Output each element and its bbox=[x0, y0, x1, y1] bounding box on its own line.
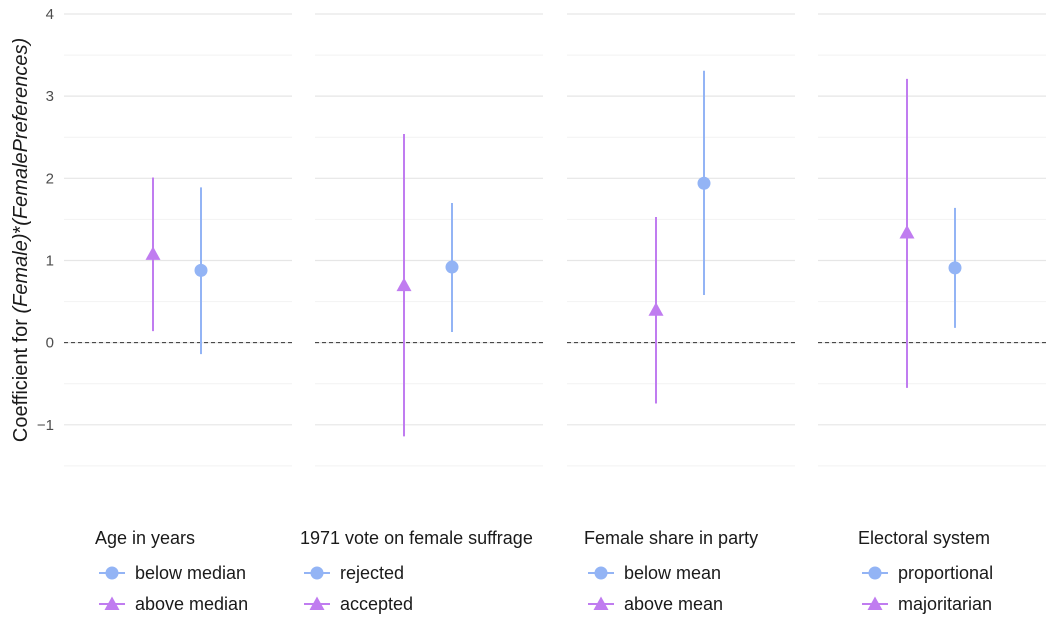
legend-key-triangle bbox=[104, 596, 120, 610]
y-axis: −1 0 1 2 3 4 bbox=[37, 6, 54, 434]
legend-title: Age in years bbox=[95, 528, 195, 548]
legend-1: Age in years below median above median bbox=[95, 528, 248, 614]
legend-key-triangle bbox=[309, 596, 325, 610]
legend-entry-label: accepted bbox=[340, 594, 413, 614]
panel-2 bbox=[315, 13, 543, 467]
legends: Age in years below median above median 1971… bbox=[95, 528, 993, 614]
point-estimate-triangle bbox=[145, 246, 161, 260]
legend-title: Female share in party bbox=[584, 528, 758, 548]
legend-key-circle bbox=[105, 566, 119, 580]
legend-title: Electoral system bbox=[858, 528, 990, 548]
legend-2: 1971 vote on female suffrage rejected acce… bbox=[300, 528, 533, 614]
point-estimate-circle bbox=[948, 261, 962, 275]
panel-1 bbox=[64, 13, 292, 467]
y-axis-label-female: (Female) bbox=[10, 234, 32, 314]
y-tick-label: −1 bbox=[37, 417, 54, 434]
y-tick-label: 0 bbox=[46, 335, 54, 352]
legend-entry-label: rejected bbox=[340, 563, 404, 583]
panel-4 bbox=[818, 13, 1046, 467]
y-tick-label: 1 bbox=[46, 252, 54, 269]
legend-entry-label: above mean bbox=[624, 594, 723, 614]
y-tick-label: 3 bbox=[46, 88, 54, 105]
point-estimate-circle bbox=[697, 176, 711, 190]
legend-key-circle bbox=[868, 566, 882, 580]
y-tick-label: 4 bbox=[46, 6, 54, 23]
legend-title: 1971 vote on female suffrage bbox=[300, 528, 533, 548]
legend-entry-label: proportional bbox=[898, 563, 993, 583]
point-estimate-circle bbox=[445, 260, 459, 274]
point-estimate-triangle bbox=[899, 225, 915, 239]
panel-3 bbox=[567, 13, 795, 467]
y-tick-label: 2 bbox=[46, 170, 54, 187]
legend-key-triangle bbox=[593, 596, 609, 610]
y-axis-label: Coefficient for (Female)*(FemalePreferen… bbox=[10, 38, 32, 442]
legend-entry-label: below mean bbox=[624, 563, 721, 583]
y-axis-label-preferences: (FemalePreferences) bbox=[10, 38, 32, 226]
point-estimate-circle bbox=[194, 263, 208, 277]
legend-entry-label: majoritarian bbox=[898, 594, 992, 614]
point-estimate-triangle bbox=[648, 302, 664, 316]
y-axis-label-star: * bbox=[10, 226, 32, 234]
chart-panels bbox=[64, 13, 1046, 467]
point-estimate-triangle bbox=[396, 277, 412, 292]
legend-key-circle bbox=[594, 566, 608, 580]
legend-key-triangle bbox=[867, 596, 883, 610]
legend-4: Electoral system proportional majoritarian bbox=[858, 528, 993, 614]
legend-entry-label: above median bbox=[135, 594, 248, 614]
legend-entry-label: below median bbox=[135, 563, 246, 583]
legend-3: Female share in party below mean above mea… bbox=[584, 528, 758, 614]
legend-key-circle bbox=[310, 566, 324, 580]
y-axis-label-prefix: Coefficient for bbox=[10, 314, 32, 443]
